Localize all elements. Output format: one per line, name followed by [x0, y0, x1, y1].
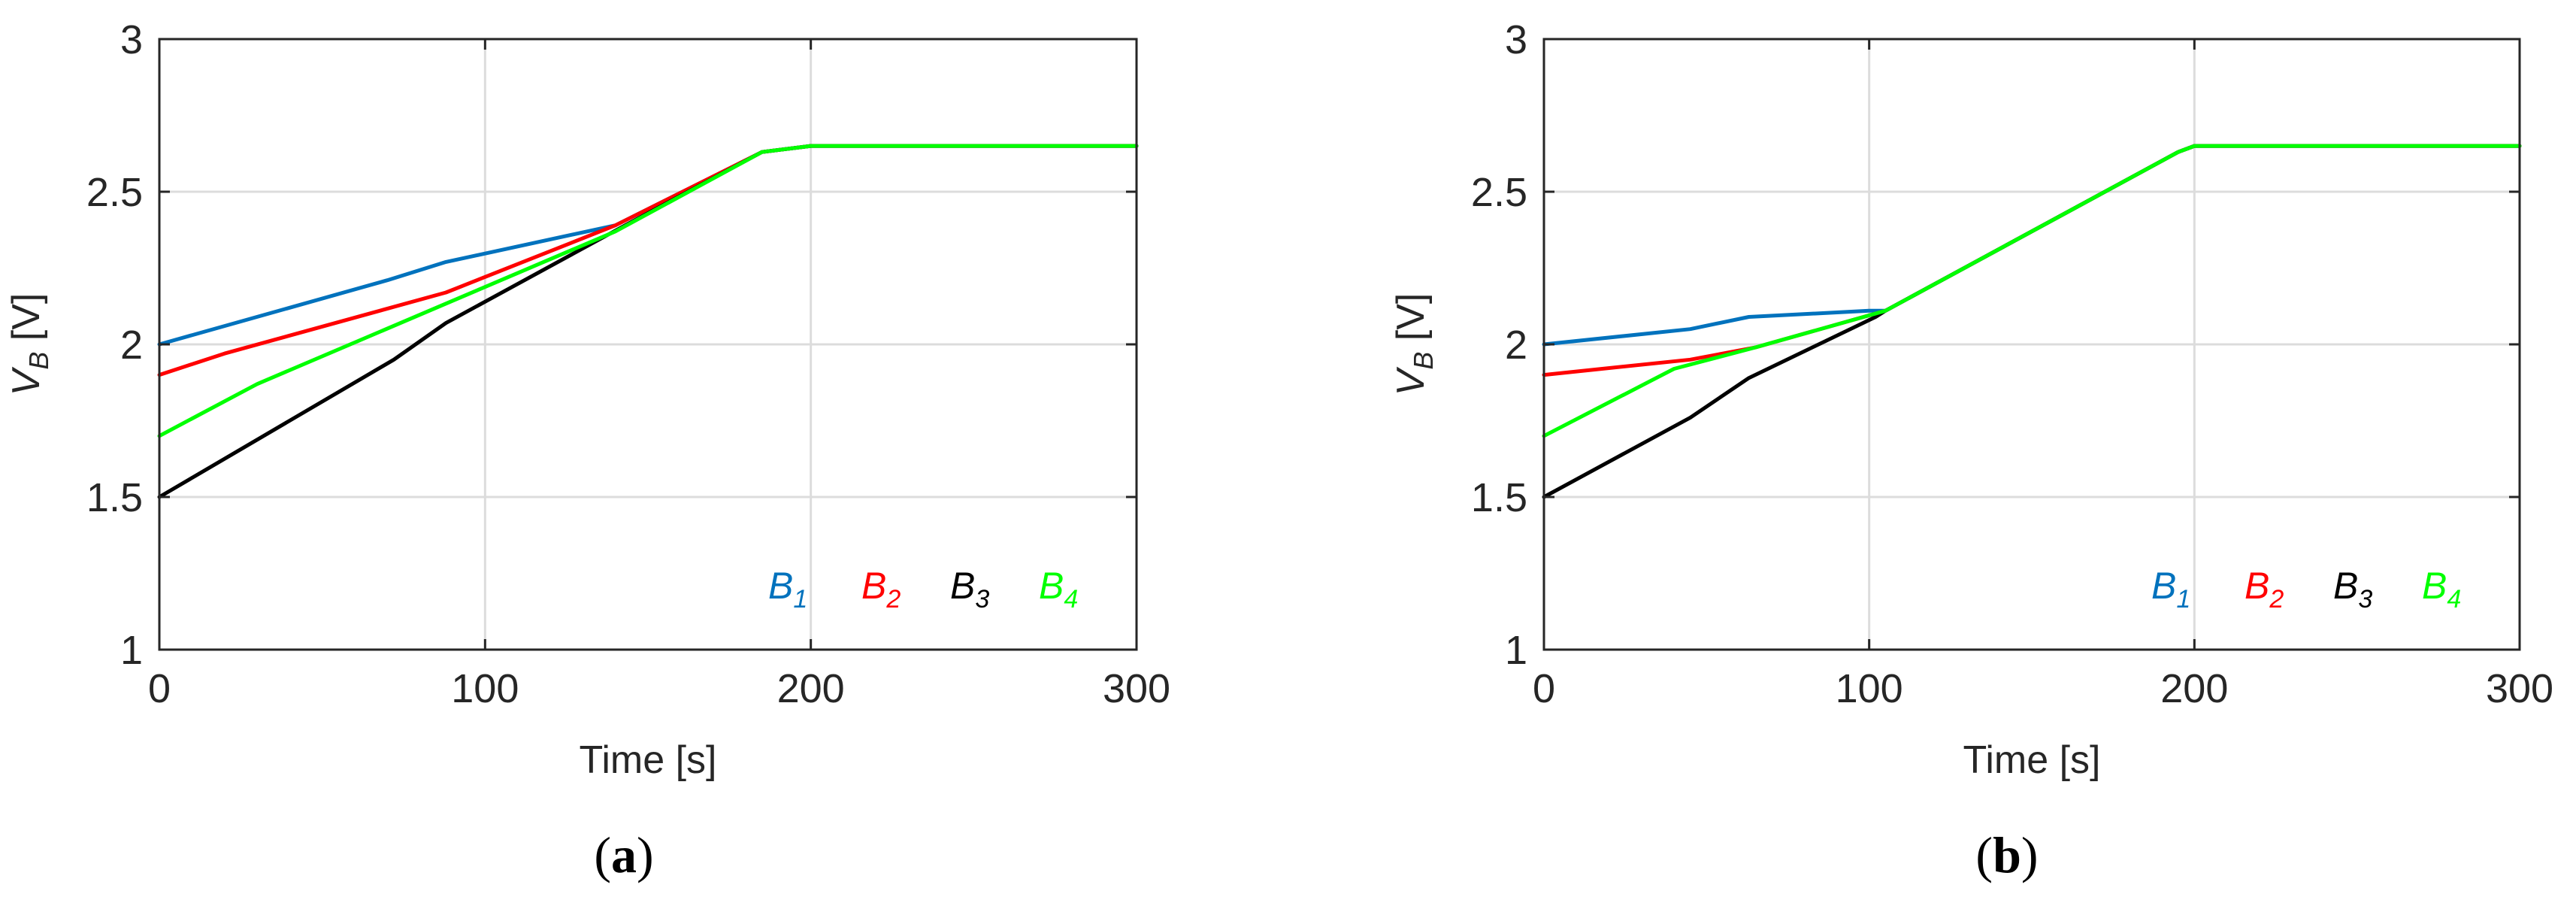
panel-caption-letter: b	[1993, 826, 2021, 883]
legend-entry-subscript: 4	[1064, 585, 1078, 614]
y-axis-label-symbol: V	[1389, 366, 1433, 395]
legend-entry-b4: B4	[1039, 565, 1078, 614]
y-tick-label: 2.5	[1471, 170, 1527, 215]
x-tick-label: 100	[1836, 666, 1903, 711]
y-tick-label: 2	[120, 323, 143, 368]
legend-entry-name: B	[2422, 565, 2447, 607]
panel-caption: (b)	[1975, 826, 2038, 883]
x-tick-label: 300	[2486, 666, 2553, 711]
y-tick-label: 1	[1505, 628, 1527, 673]
y-tick-label: 1.5	[86, 475, 143, 520]
y-axis-label-unit: [V]	[5, 293, 48, 352]
y-axis-label: VB [V]	[1389, 293, 1439, 396]
x-tick-label: 0	[148, 666, 171, 711]
y-tick-label: 3	[1505, 17, 1527, 62]
legend-entry-subscript: 2	[2269, 585, 2284, 614]
legend-entry-name: B	[2333, 565, 2358, 607]
legend-entry-name: B	[861, 565, 886, 607]
panel-caption-close: )	[2021, 826, 2039, 883]
legend-entry-subscript: 1	[2176, 585, 2190, 614]
x-axis-label: Time [s]	[580, 738, 717, 782]
y-axis-label-subscript: B	[1408, 352, 1439, 370]
panel-caption: (a)	[594, 826, 653, 883]
x-tick-label: 200	[777, 666, 845, 711]
x-tick-label: 200	[2160, 666, 2228, 711]
legend-entry-name: B	[950, 565, 975, 607]
panel-caption-letter: a	[611, 826, 637, 883]
legend-entry-b2: B2	[2245, 565, 2284, 614]
y-tick-label: 2.5	[86, 170, 143, 215]
y-tick-label: 3	[120, 17, 143, 62]
legend-entry-b4: B4	[2422, 565, 2461, 614]
x-tick-label: 0	[1533, 666, 1555, 711]
legend-entry-subscript: 1	[793, 585, 807, 614]
x-tick-label: 100	[451, 666, 519, 711]
panel-caption-open: (	[594, 826, 611, 883]
y-tick-label: 2	[1505, 323, 1527, 368]
series-line-b4	[157, 144, 1139, 438]
y-axis-label: VB [V]	[5, 293, 54, 396]
x-axis-label: Time [s]	[1963, 738, 2101, 782]
legend-entry-b1: B1	[768, 565, 807, 614]
y-axis-label-subscript: B	[23, 352, 54, 370]
y-axis-label-unit: [V]	[1389, 293, 1433, 352]
y-tick-label: 1.5	[1471, 475, 1527, 520]
legend-entry-subscript: 3	[2358, 585, 2372, 614]
y-tick-label: 1	[120, 628, 143, 673]
legend-entry-name: B	[1039, 565, 1064, 607]
series-line-b4	[1542, 144, 2522, 438]
x-tick-label: 300	[1103, 666, 1170, 711]
y-axis-label-symbol: V	[5, 366, 48, 395]
panel-caption-open: (	[1975, 826, 1993, 883]
legend-entry-subscript: 4	[2447, 585, 2461, 614]
legend-entry-subscript: 3	[975, 585, 989, 614]
legend-entry-b3: B3	[2333, 565, 2372, 614]
legend-entry-name: B	[2151, 565, 2176, 607]
legend-entry-b2: B2	[861, 565, 901, 614]
panel-caption-close: )	[637, 826, 654, 883]
legend-entry-name: B	[768, 565, 793, 607]
legend-entry-b1: B1	[2151, 565, 2190, 614]
legend-entry-subscript: 2	[885, 585, 901, 614]
legend-entry-b3: B3	[950, 565, 989, 614]
legend-entry-name: B	[2245, 565, 2269, 607]
